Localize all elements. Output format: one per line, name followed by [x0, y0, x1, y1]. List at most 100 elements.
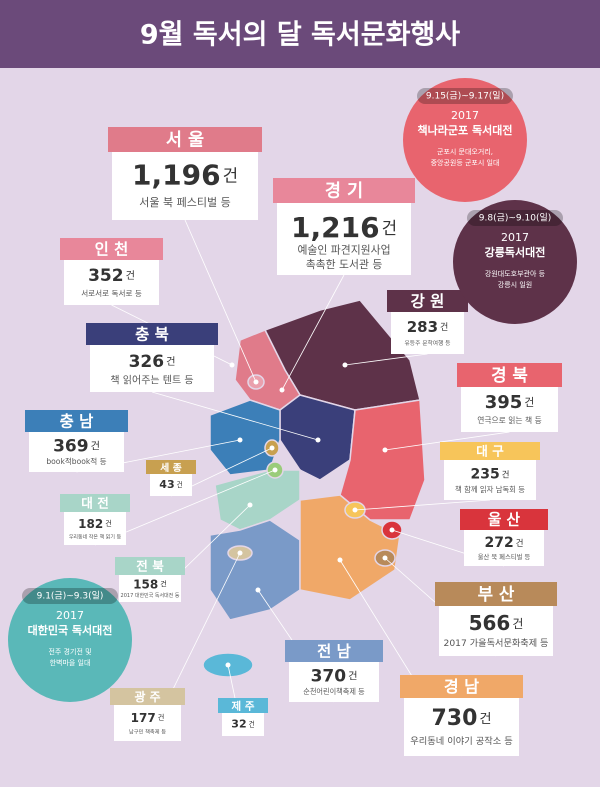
region-desc: 촉촉한 도서관 등 — [306, 258, 383, 271]
count-value: 566 — [469, 611, 511, 635]
leader-line — [151, 391, 319, 441]
count-value: 177 — [131, 710, 156, 724]
region-count: 326 건 — [129, 352, 176, 372]
region-box: 부 산 566 건 2017 가을독서문화축제 등 — [382, 555, 557, 657]
region-header — [460, 509, 548, 530]
region-name: 강 원 — [411, 293, 445, 311]
region-header — [285, 640, 383, 662]
festival-desc: 중앙공원등 군포시 일대 — [431, 158, 500, 167]
region-desc: 예술인 파견지원사업 — [297, 244, 390, 257]
region-box: 세 종 43 건 — [146, 445, 275, 497]
map-gyeongbuk — [339, 399, 426, 521]
region-name: 전 남 — [317, 643, 351, 661]
region-name: 세 종 — [160, 461, 181, 474]
region-name: 경 기 — [325, 182, 363, 202]
title-bar — [0, 0, 600, 68]
region-body — [29, 432, 124, 472]
region-header — [457, 363, 562, 387]
region-body — [112, 152, 258, 220]
count-unit: 건 — [479, 711, 491, 727]
title: 9월 독서의 달 독서문화행사 — [140, 20, 460, 51]
region-dot — [315, 437, 321, 443]
region-header — [146, 460, 196, 474]
region-header — [86, 323, 218, 345]
count-value: 395 — [485, 392, 523, 413]
region-header — [60, 238, 163, 260]
count-value: 43 — [159, 478, 174, 491]
festival-date: 9.1(금)~9.3(일) — [37, 591, 104, 602]
region-header — [110, 688, 185, 705]
region-box: 대 구 235 건책 함께 읽자 남독회 등 — [352, 442, 540, 513]
region-dot — [272, 467, 278, 473]
region-box: 충 북 326 건책 읽어주는 텐트 등 — [86, 323, 321, 443]
region-header — [60, 494, 130, 512]
region-count: 158 건 — [133, 577, 167, 591]
region-body — [404, 698, 519, 756]
count-unit: 건 — [440, 322, 448, 333]
festival-circle — [8, 578, 132, 702]
region-box: 서 울 1,196 건 서울 북 페스티벌 등 — [108, 127, 262, 385]
region-body — [119, 575, 181, 602]
region-body — [289, 662, 379, 702]
region-desc: 우리동네 작은 책 읽기 등 — [69, 533, 122, 540]
region-dot — [279, 387, 285, 393]
festival-date-bg — [417, 88, 513, 104]
region-name: 서 울 — [166, 131, 204, 151]
count-unit: 건 — [126, 270, 135, 282]
region-body — [391, 312, 464, 354]
region-body — [277, 203, 411, 275]
count-unit: 건 — [105, 519, 112, 528]
count-value: 370 — [311, 666, 347, 686]
count-unit: 건 — [382, 218, 397, 238]
region-header — [115, 557, 185, 575]
region-desc: 서로서로 독서로 등 — [81, 289, 142, 298]
region-count: 32 건 — [231, 718, 254, 731]
region-header — [440, 442, 540, 460]
region-name: 광 주 — [134, 690, 160, 704]
region-body — [114, 705, 181, 741]
region-dot — [255, 587, 261, 593]
region-count: 730 건 — [431, 706, 491, 731]
count-unit: 건 — [177, 480, 183, 489]
count-value: 326 — [129, 352, 165, 372]
region-body — [90, 345, 214, 392]
count-unit: 건 — [166, 356, 175, 368]
festival-date-bg — [467, 210, 563, 226]
region-desc: book적book적 등 — [46, 456, 106, 466]
region-name: 경 북 — [491, 365, 528, 385]
count-value: 272 — [485, 535, 514, 551]
region-name: 울 산 — [488, 512, 521, 529]
count-value: 1,196 — [132, 158, 221, 191]
region-name: 제 주 — [232, 700, 255, 713]
region-count: 177 건 — [131, 710, 165, 724]
festival-name: 책나라군포 독서대전 — [418, 123, 513, 137]
leader-line — [344, 353, 428, 366]
region-desc: 서울 북 페스티벌 등 — [139, 196, 230, 209]
count-unit: 건 — [160, 580, 167, 589]
region-body — [461, 387, 558, 432]
region-header — [108, 127, 262, 152]
count-value: 235 — [471, 466, 500, 482]
festival-desc: 군포시 문대오거리, — [437, 147, 493, 156]
region-desc: 2017 가을독서문화축제 등 — [444, 638, 549, 649]
region-name: 충 북 — [135, 326, 169, 344]
region-name: 부 산 — [478, 584, 515, 604]
region-dot — [269, 445, 275, 451]
region-desc: 울산 북 페스티벌 등 — [478, 552, 531, 561]
festival-name: 대한민국 독서대전 — [28, 623, 113, 637]
region-body — [64, 260, 159, 305]
festival-desc: 전주 경기전 및 — [48, 647, 91, 656]
region-body — [222, 713, 264, 736]
region-count: 370 건 — [311, 666, 358, 686]
region-count: 566 건 — [469, 611, 524, 635]
count-value: 730 — [431, 706, 477, 731]
region-desc: 순천어린이책축제 등 — [303, 687, 365, 696]
region-dot — [389, 527, 395, 533]
